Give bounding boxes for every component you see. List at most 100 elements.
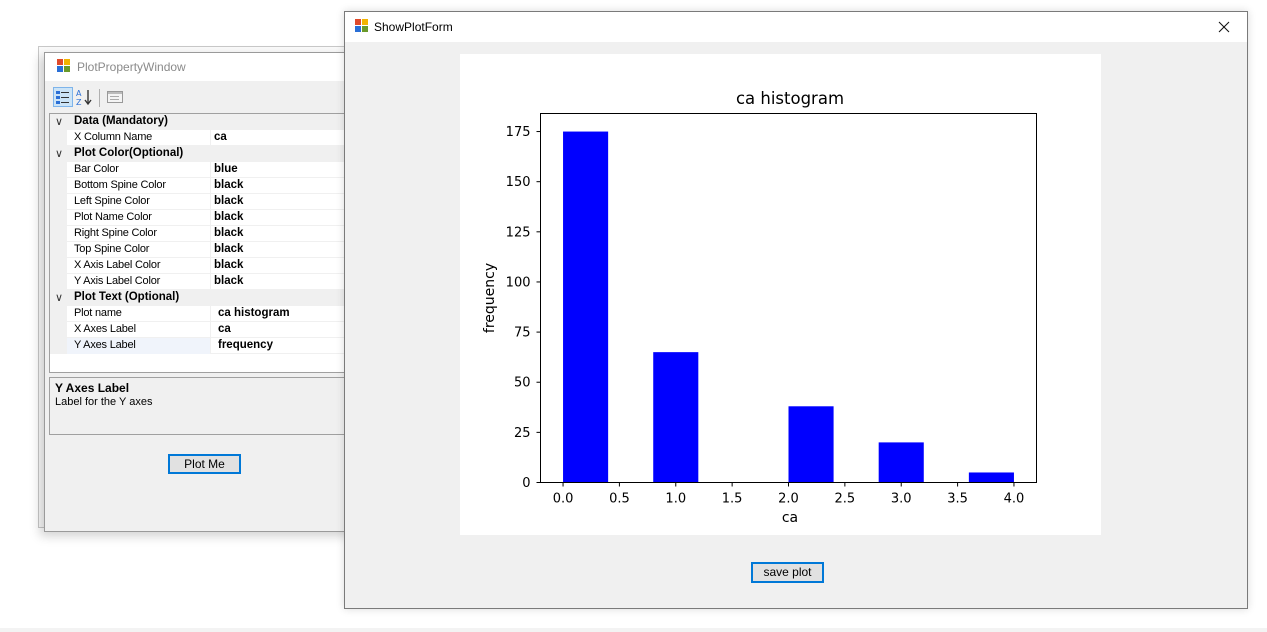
category-label: Plot Text (Optional) — [74, 291, 180, 303]
category-label: Plot Color(Optional) — [74, 147, 184, 159]
save-plot-button[interactable]: save plot — [751, 562, 824, 583]
property-value[interactable]: ca — [218, 323, 231, 335]
row-gutter — [50, 306, 67, 322]
property-window-titlebar[interactable]: PlotPropertyWindow — [45, 53, 355, 81]
row-gutter — [50, 178, 67, 194]
y-tick-label: 150 — [506, 175, 531, 190]
property-row-top-spine-color[interactable]: Top Spine Color black — [50, 242, 355, 258]
column-divider — [210, 258, 211, 274]
category-plot-text[interactable]: ∨ Plot Text (Optional) — [50, 290, 355, 306]
row-gutter — [50, 130, 67, 146]
histogram-bar-0 — [563, 131, 609, 483]
column-divider — [210, 210, 211, 226]
column-divider — [210, 194, 211, 210]
app-icon — [57, 59, 71, 73]
property-name: Y Axes Label — [74, 339, 136, 351]
category-data-mandatory[interactable]: ∨ Data (Mandatory) — [50, 114, 355, 130]
chevron-down-icon[interactable]: ∨ — [55, 292, 64, 304]
x-tick-label: 3.0 — [891, 492, 912, 507]
property-row-right-spine-color[interactable]: Right Spine Color black — [50, 226, 355, 242]
property-value[interactable]: black — [214, 179, 244, 191]
x-tick-label: 3.5 — [947, 492, 968, 507]
property-name: Right Spine Color — [74, 227, 157, 239]
categorized-view-button[interactable] — [53, 87, 73, 107]
app-icon — [355, 19, 369, 33]
row-gutter — [50, 162, 67, 178]
column-divider — [210, 178, 211, 194]
x-tick-label: 2.5 — [835, 492, 856, 507]
property-name: Plot name — [74, 307, 122, 319]
property-row-y-axes-label[interactable]: Y Axes Label frequency — [50, 338, 355, 354]
property-name: X Axes Label — [74, 323, 136, 335]
column-divider — [210, 274, 211, 290]
x-tick-label: 0.0 — [553, 492, 574, 507]
property-row-y-axis-label-color[interactable]: Y Axis Label Color black — [50, 274, 355, 290]
x-tick-label: 1.5 — [722, 492, 743, 507]
taskbar-strip — [0, 628, 1267, 632]
property-grid: ∨ Data (Mandatory) X Column Name ca ∨ Pl… — [49, 113, 355, 373]
property-row-x-axis-label-color[interactable]: X Axis Label Color black — [50, 258, 355, 274]
property-value[interactable]: black — [214, 227, 244, 239]
property-name: Bottom Spine Color — [74, 179, 166, 191]
property-row-bar-color[interactable]: Bar Color blue — [50, 162, 355, 178]
property-value[interactable]: frequency — [218, 339, 273, 351]
x-tick-label: 4.0 — [1004, 492, 1025, 507]
property-row-x-axes-label[interactable]: X Axes Label ca — [50, 322, 355, 338]
x-tick-label: 1.0 — [665, 492, 686, 507]
property-row-bottom-spine-color[interactable]: Bottom Spine Color black — [50, 178, 355, 194]
property-row-x-column-name[interactable]: X Column Name ca — [50, 130, 355, 146]
categorized-view-icon — [56, 91, 69, 104]
toolbar-separator — [99, 89, 100, 107]
property-value[interactable]: black — [214, 259, 244, 271]
close-icon — [1218, 21, 1230, 33]
y-tick-label: 75 — [514, 326, 531, 341]
histogram-bar-2 — [788, 406, 834, 483]
x-tick-label: 2.0 — [778, 492, 799, 507]
alphabetical-sort-icon: A Z — [76, 89, 92, 107]
chart-title: ca histogram — [736, 89, 844, 108]
y-axis-label: frequency — [482, 263, 498, 333]
histogram-bar-1 — [653, 352, 699, 483]
category-label: Data (Mandatory) — [74, 115, 168, 127]
selection-highlight — [67, 338, 210, 354]
property-name: Y Axis Label Color — [74, 275, 161, 287]
plot-property-window: PlotPropertyWindow A Z — [44, 52, 356, 532]
column-divider — [210, 130, 211, 146]
y-tick-label: 100 — [506, 275, 531, 290]
property-name: Plot Name Color — [74, 211, 152, 223]
property-value[interactable]: black — [214, 243, 244, 255]
property-name: X Axis Label Color — [74, 259, 161, 271]
property-value[interactable]: blue — [214, 163, 238, 175]
row-gutter — [50, 242, 67, 258]
property-pages-button[interactable] — [105, 87, 125, 107]
column-divider — [210, 306, 211, 322]
property-window-title: PlotPropertyWindow — [77, 60, 186, 74]
svg-text:Z: Z — [76, 98, 82, 107]
row-gutter — [50, 194, 67, 210]
close-button[interactable] — [1201, 12, 1247, 42]
plot-window-titlebar[interactable]: ShowPlotForm — [345, 12, 1247, 42]
property-toolbar: A Z — [49, 87, 349, 109]
property-value[interactable]: black — [214, 275, 244, 287]
property-value[interactable]: black — [214, 211, 244, 223]
alphabetical-sort-button[interactable]: A Z — [75, 87, 95, 107]
row-gutter — [50, 258, 67, 274]
row-gutter — [50, 226, 67, 242]
property-value[interactable]: ca histogram — [218, 307, 290, 319]
plot-me-button[interactable]: Plot Me — [168, 454, 241, 474]
property-value[interactable]: black — [214, 195, 244, 207]
chevron-down-icon[interactable]: ∨ — [55, 116, 64, 128]
column-divider — [210, 338, 211, 354]
property-row-left-spine-color[interactable]: Left Spine Color black — [50, 194, 355, 210]
row-gutter — [50, 210, 67, 226]
property-value[interactable]: ca — [214, 131, 227, 143]
bars-group — [563, 131, 1014, 483]
property-row-plot-name[interactable]: Plot name ca histogram — [50, 306, 355, 322]
property-row-plot-name-color[interactable]: Plot Name Color black — [50, 210, 355, 226]
chevron-down-icon[interactable]: ∨ — [55, 148, 64, 160]
property-description-panel: Y Axes Label Label for the Y axes — [49, 377, 355, 435]
property-name: Top Spine Color — [74, 243, 150, 255]
category-plot-color[interactable]: ∨ Plot Color(Optional) — [50, 146, 355, 162]
column-divider — [210, 162, 211, 178]
x-axis-label: ca — [782, 510, 798, 526]
